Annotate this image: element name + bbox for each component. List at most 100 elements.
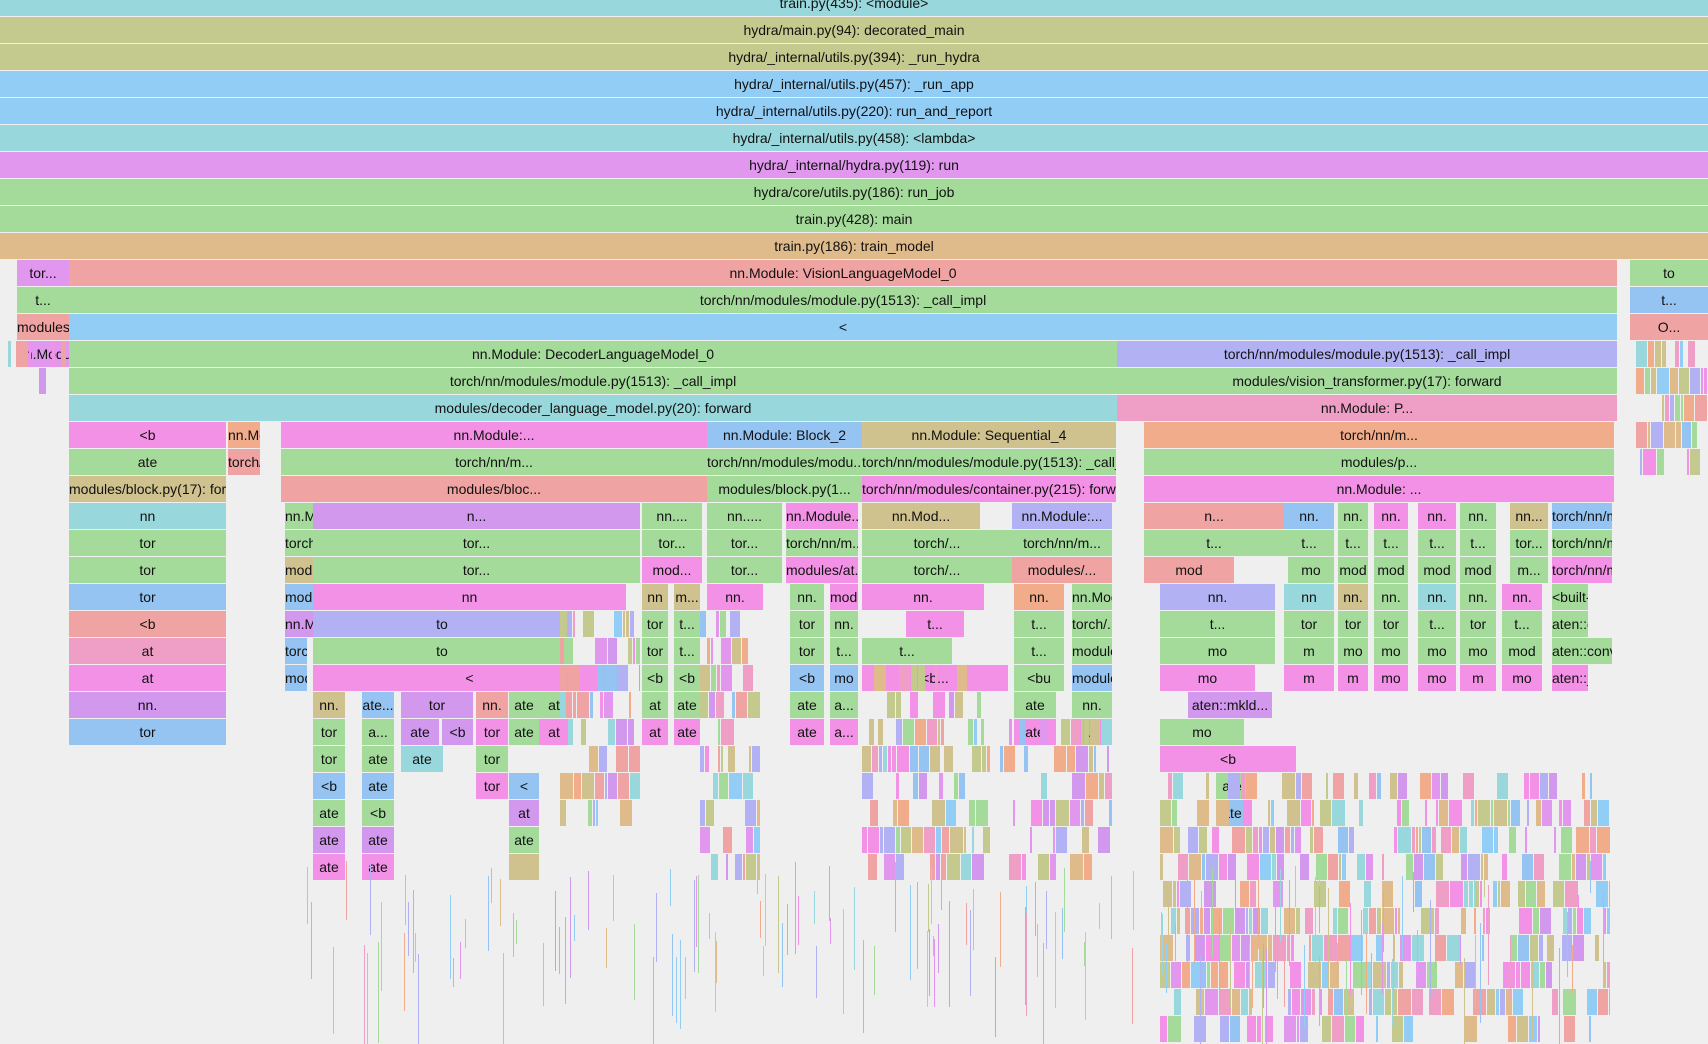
frame-sliver[interactable] — [1519, 908, 1532, 934]
frame[interactable]: modules/at... — [786, 557, 858, 583]
frame-sliver[interactable] — [1591, 800, 1597, 826]
frame[interactable]: modules/vision_transformer.py(17): forwa… — [1117, 368, 1617, 394]
frame-sliver[interactable] — [616, 746, 628, 772]
frame[interactable]: mo — [1160, 665, 1255, 691]
frame-sliver[interactable] — [918, 665, 925, 691]
frame-sliver[interactable] — [1534, 854, 1544, 880]
frame-sliver[interactable] — [1300, 854, 1309, 880]
frame-sliver[interactable] — [896, 719, 902, 745]
frame-sliver[interactable] — [1432, 827, 1436, 853]
frame-sliver[interactable] — [1563, 800, 1571, 826]
frame[interactable]: tor — [1374, 611, 1408, 637]
frame-sliver[interactable] — [732, 638, 741, 664]
frame-sliver[interactable] — [1260, 854, 1271, 880]
frame[interactable]: mod — [1460, 557, 1496, 583]
frame-sliver[interactable] — [1482, 827, 1493, 853]
frame-sliver[interactable] — [1301, 800, 1311, 826]
frame-sliver[interactable] — [1249, 908, 1252, 934]
frame[interactable]: at — [642, 692, 668, 718]
frame-sliver[interactable] — [1676, 422, 1681, 448]
frame[interactable]: hydra/_internal/utils.py(458): <lambda> — [0, 125, 1708, 151]
frame-sliver[interactable] — [1424, 854, 1435, 880]
frame-sliver[interactable] — [1319, 989, 1322, 1015]
frame-sliver[interactable] — [1173, 773, 1183, 799]
frame-sliver[interactable] — [1171, 962, 1181, 988]
frame-sliver[interactable] — [1529, 1016, 1537, 1042]
frame[interactable]: module... — [1072, 638, 1112, 664]
frame-sliver[interactable] — [1436, 881, 1449, 907]
frame-sliver[interactable] — [1241, 935, 1250, 961]
frame-sliver[interactable] — [639, 665, 640, 691]
frame-sliver[interactable] — [1391, 962, 1398, 988]
frame-sliver[interactable] — [1296, 908, 1300, 934]
frame-sliver[interactable] — [947, 854, 960, 880]
frame-sliver[interactable] — [1174, 989, 1181, 1015]
frame-sliver[interactable] — [1421, 908, 1434, 934]
frame[interactable]: modules/... — [830, 584, 858, 610]
frame-sliver[interactable] — [1609, 989, 1610, 1015]
frame[interactable]: tor — [790, 638, 824, 664]
frame-sliver[interactable] — [1330, 962, 1339, 988]
frame[interactable]: t... — [1374, 530, 1408, 556]
frame-sliver[interactable] — [705, 746, 709, 772]
frame-sliver[interactable] — [983, 827, 990, 853]
frame-sliver[interactable] — [1501, 881, 1510, 907]
frame-sliver[interactable] — [1511, 800, 1520, 826]
frame-sliver[interactable] — [1439, 800, 1448, 826]
frame-sliver[interactable] — [582, 773, 594, 799]
frame-sliver[interactable] — [987, 746, 990, 772]
frame-sliver[interactable] — [752, 746, 760, 772]
frame-sliver[interactable] — [1576, 854, 1586, 880]
frame-sliver[interactable] — [1253, 827, 1258, 853]
frame-sliver[interactable] — [1250, 881, 1256, 907]
frame[interactable]: ate — [790, 692, 824, 718]
frame[interactable]: torch/nn/m... — [281, 449, 707, 475]
frame[interactable]: tor... — [642, 530, 702, 556]
frame[interactable]: m — [1460, 665, 1496, 691]
frame[interactable]: at — [642, 719, 668, 745]
frame-sliver[interactable] — [1043, 800, 1049, 826]
frame[interactable]: t... — [906, 611, 964, 637]
frame-sliver[interactable] — [1491, 800, 1493, 826]
frame-sliver[interactable] — [745, 800, 756, 826]
frame-sliver[interactable] — [568, 665, 580, 691]
frame-sliver[interactable] — [1500, 989, 1505, 1015]
frame-sliver[interactable] — [1253, 908, 1260, 934]
frame-sliver[interactable] — [1682, 422, 1691, 448]
frame-sliver[interactable] — [1382, 854, 1384, 880]
frame-sliver[interactable] — [872, 746, 878, 772]
frame[interactable]: nn.Module: Block_2 — [707, 422, 862, 448]
frame-sliver[interactable] — [1061, 719, 1070, 745]
frame-sliver[interactable] — [1322, 962, 1329, 988]
frame-sliver[interactable] — [1291, 935, 1294, 961]
frame-sliver[interactable] — [1450, 881, 1463, 907]
frame-sliver[interactable] — [1228, 773, 1240, 799]
frame[interactable]: nn. — [1460, 584, 1496, 610]
frame[interactable]: nn.... — [642, 503, 702, 529]
frame-sliver[interactable] — [1598, 989, 1608, 1015]
frame-sliver[interactable] — [1259, 827, 1262, 853]
frame[interactable]: m... — [674, 584, 700, 610]
frame[interactable]: mo — [1160, 719, 1244, 745]
frame-sliver[interactable] — [1163, 881, 1172, 907]
frame-sliver[interactable] — [1050, 800, 1055, 826]
frame[interactable]: torch/nn/modules/modu... — [285, 638, 307, 664]
frame-sliver[interactable] — [1478, 800, 1490, 826]
frame-sliver[interactable] — [1290, 962, 1301, 988]
frame[interactable]: tor — [69, 530, 226, 556]
frame-sliver[interactable] — [1643, 449, 1656, 475]
frame-sliver[interactable] — [1168, 1016, 1181, 1042]
frame[interactable]: n... — [313, 503, 640, 529]
frame-sliver[interactable] — [748, 692, 760, 718]
frame-sliver[interactable] — [1312, 935, 1323, 961]
frame-sliver[interactable] — [1398, 827, 1411, 853]
frame-sliver[interactable] — [1509, 827, 1516, 853]
frame-sliver[interactable] — [628, 719, 634, 745]
frame[interactable]: hydra/_internal/utils.py(457): _run_app — [0, 71, 1708, 97]
frame[interactable]: m — [1284, 665, 1334, 691]
frame[interactable]: t... — [1502, 611, 1542, 637]
frame-sliver[interactable] — [1482, 935, 1484, 961]
frame-sliver[interactable] — [1333, 773, 1344, 799]
frame-sliver[interactable] — [1050, 854, 1056, 880]
frame-sliver[interactable] — [1596, 881, 1608, 907]
